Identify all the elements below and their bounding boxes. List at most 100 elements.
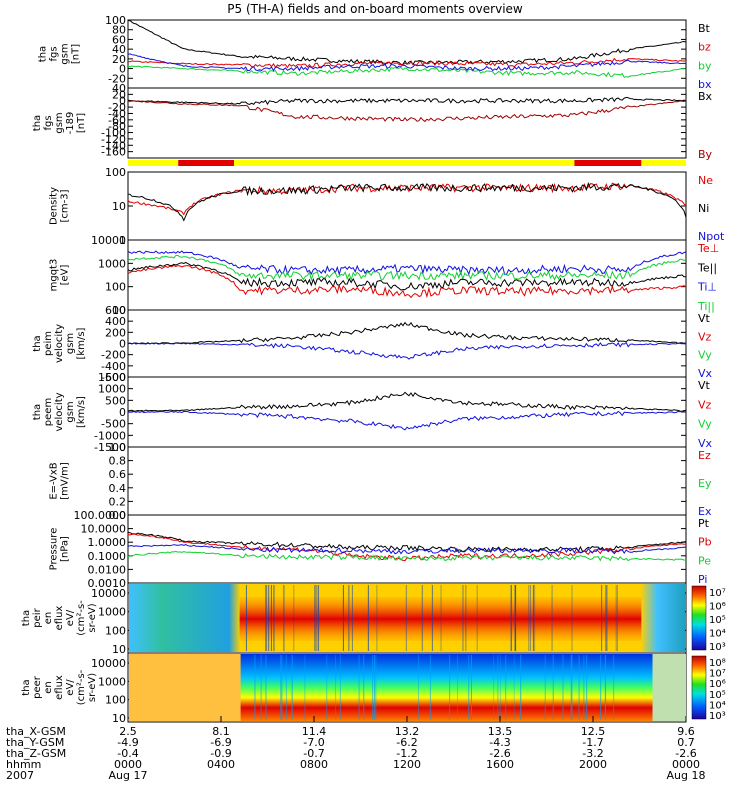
- x-tick-label: -6.2: [396, 736, 417, 749]
- series-Ni: [127, 182, 687, 222]
- spectrogram-core: [239, 597, 642, 641]
- x-tick-label: 0000: [672, 758, 700, 771]
- y-tick-label: 20: [112, 88, 126, 101]
- x-row-label: hhmm: [6, 758, 41, 771]
- x-tick-label: -0.4: [117, 747, 138, 760]
- legend-Ti⊥: Ti⊥: [697, 281, 717, 294]
- legend-Npot: Npot: [698, 230, 725, 243]
- x-date-label: Aug 17: [109, 769, 148, 782]
- y-axis-label: velocity: [54, 324, 65, 363]
- y-axis-label: peir: [32, 607, 43, 627]
- y-tick-label: 0.0100: [88, 563, 127, 576]
- y-axis-label: [nT]: [76, 113, 87, 133]
- y-tick-label: 1.0000: [88, 536, 127, 549]
- y-axis-label: eV/: [65, 679, 76, 696]
- series-Vx: [127, 341, 687, 360]
- y-tick-label: -500: [101, 418, 126, 431]
- panel-frame: [127, 87, 687, 159]
- x-tick-label: 13.5: [488, 725, 513, 738]
- y-tick-label: 20: [112, 53, 126, 66]
- colorbar: [691, 655, 707, 720]
- y-tick-label: 600: [105, 304, 126, 317]
- series-Pe: [127, 550, 687, 562]
- y-axis-label: gsm: [60, 43, 71, 64]
- y-axis-label: eV/: [65, 609, 76, 626]
- y-tick-label: 10: [112, 304, 126, 317]
- legend-bx: bx: [698, 78, 712, 91]
- y-axis-label: [mV/m]: [60, 462, 71, 500]
- x-tick-label: -4.3: [489, 736, 510, 749]
- y-tick-label: 0: [119, 95, 126, 108]
- legend-Ey: Ey: [698, 477, 712, 490]
- colorbar-label: 10⁶: [709, 602, 726, 613]
- y-axis-label: tha: [32, 115, 43, 131]
- y-axis-label: peim: [43, 331, 54, 356]
- y-axis-label: tha: [38, 46, 49, 62]
- x-tick-label: -0.7: [303, 747, 324, 760]
- y-tick-label: 1500: [98, 371, 126, 384]
- y-tick-label: 40: [112, 82, 126, 95]
- y-tick-label: -600: [101, 371, 126, 384]
- colorbar-label: 10⁶: [709, 679, 726, 690]
- legend-Vx: Vx: [698, 367, 713, 380]
- y-tick-label: -60: [108, 114, 126, 127]
- y-axis-label: peem: [43, 398, 54, 426]
- y-axis-label: fgs: [43, 115, 54, 130]
- legend-Pb: Pb: [698, 536, 712, 549]
- x-tick-label: -2.6: [675, 747, 696, 760]
- y-tick-label: 0.6: [109, 468, 127, 481]
- panel-frame: [127, 171, 687, 241]
- mode-bar-segment: [641, 160, 686, 166]
- legend-Vy: Vy: [698, 418, 712, 431]
- panel-peir: 10000 1000 100 10 tha peir en eflux eV/(cm²-s-sr…: [21, 582, 726, 656]
- y-axis-label: en: [43, 681, 54, 694]
- panel-density: 100 10 1 Density [cm-3] Ne Ni Npot: [49, 166, 725, 247]
- y-axis-label: [eV]: [60, 265, 71, 286]
- y-axis-label: gsm: [54, 112, 65, 133]
- y-axis-label: Density: [49, 187, 60, 225]
- panel-efield: 1.00.80.60.40.20.0 E=-VxB [mV/m] Ez Ey Ex: [49, 441, 712, 522]
- y-tick-label: 100: [105, 281, 126, 294]
- x-row-label: tha_X-GSM: [6, 725, 66, 738]
- panel-mode: [128, 160, 686, 166]
- legend-Vz: Vz: [698, 330, 712, 343]
- y-axis-label: [km/s]: [76, 396, 87, 428]
- y-tick-label: 0: [119, 338, 126, 351]
- x-tick-label: -6.9: [210, 736, 231, 749]
- y-tick-label: 0: [119, 63, 126, 76]
- y-tick-label: 10: [112, 712, 126, 725]
- series-Ti||: [127, 254, 687, 282]
- y-tick-label: 1000: [98, 675, 126, 688]
- colorbar-label: 10⁵: [709, 690, 726, 701]
- series-Vt: [127, 321, 687, 345]
- x-tick-label: 13.2: [395, 725, 420, 738]
- series-Ti⊥: [127, 250, 687, 276]
- x-row-label: tha_Z-GSM: [6, 747, 66, 760]
- panel-frame: [127, 376, 687, 448]
- y-tick-label: 100: [105, 166, 126, 179]
- series-Te||: [127, 261, 687, 291]
- y-tick-label: 10000: [91, 657, 126, 670]
- colorbar-label: 10³: [709, 711, 726, 722]
- legend-Pt: Pt: [698, 517, 710, 530]
- series-Bx: [127, 96, 687, 106]
- x-row-label: 2007: [6, 769, 34, 782]
- y-tick-label: 1.0: [109, 441, 127, 454]
- y-axis-label: -189: [65, 112, 76, 135]
- x-tick-label: 0.7: [677, 736, 695, 749]
- series-Pt: [127, 531, 687, 553]
- y-tick-label: 100: [105, 14, 126, 27]
- series-Vt: [127, 391, 687, 412]
- legend-bz: bz: [698, 41, 711, 54]
- x-tick-label: -1.7: [582, 736, 603, 749]
- x-tick-label: -4.9: [117, 736, 138, 749]
- y-tick-label: 10: [112, 200, 126, 213]
- mode-bar-segment: [234, 160, 575, 166]
- series-Pi: [127, 544, 687, 555]
- y-tick-label: 10: [112, 643, 126, 656]
- x-tick-label: 1200: [393, 758, 421, 771]
